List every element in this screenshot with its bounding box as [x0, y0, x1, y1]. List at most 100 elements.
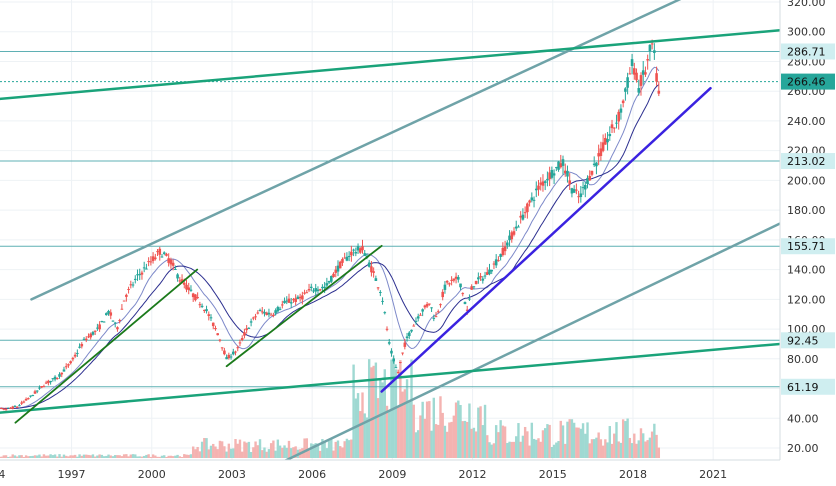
volume-bar	[303, 438, 306, 458]
volume-bar	[78, 454, 81, 458]
volume-bar	[630, 443, 634, 458]
volume-bar	[209, 445, 213, 458]
candle-body	[628, 73, 632, 75]
volume-bar	[457, 400, 460, 458]
candle-body	[461, 293, 465, 295]
price-labels: 286.71 266.46 213.02 155.71 92.45 61.19	[781, 43, 835, 395]
volume-bar	[91, 454, 95, 458]
volume-bar	[376, 398, 380, 458]
volume-bar	[588, 443, 591, 458]
volume-bar	[341, 447, 344, 458]
volume-bar	[595, 437, 598, 458]
x-tick-label: 2000	[138, 468, 166, 481]
volume-bar	[274, 450, 277, 458]
volume-bar	[581, 423, 585, 458]
candle-body	[341, 259, 344, 263]
volume-bar	[243, 441, 246, 458]
volume-bar	[606, 442, 609, 458]
candle-body	[637, 88, 641, 93]
volume-bar	[610, 443, 614, 458]
candle-body	[249, 321, 253, 323]
volume-bar	[122, 454, 126, 458]
volume-bar	[252, 447, 255, 458]
candle-body	[405, 336, 409, 339]
candle-body	[265, 312, 269, 315]
candle-body	[657, 90, 661, 94]
volume-bar	[283, 445, 286, 458]
volume-bar	[33, 455, 37, 458]
volume-bar	[597, 432, 600, 458]
volume-bar	[196, 446, 199, 458]
candle-body	[459, 283, 462, 288]
candle-body	[129, 284, 133, 286]
volume-bar	[249, 451, 253, 458]
candle-body	[367, 262, 371, 267]
candle-body	[604, 137, 607, 145]
candle-body	[243, 332, 246, 336]
volume-bar	[566, 421, 569, 458]
candle-body	[127, 288, 130, 290]
y-tick-label: 180.00	[787, 204, 826, 217]
candle-body	[60, 372, 64, 375]
volume-bar	[223, 446, 226, 458]
volume-bar	[543, 428, 547, 458]
candle-body	[644, 72, 647, 75]
candle-body	[78, 346, 81, 348]
volume-bar	[258, 439, 262, 458]
volume-bar	[412, 404, 415, 458]
candle-body	[9, 407, 12, 409]
y-tick-label: 80.00	[787, 353, 819, 366]
candle-body	[639, 75, 643, 86]
volume-bar	[15, 456, 19, 458]
volume-bar	[599, 439, 603, 458]
candle-body	[617, 111, 621, 122]
volume-bar	[428, 401, 431, 458]
candle-body	[133, 278, 137, 280]
candle-body	[292, 299, 295, 301]
candle-body	[503, 246, 507, 252]
candle-body	[272, 315, 275, 317]
candle-body	[51, 378, 55, 380]
y-tick-label: 120.00	[787, 293, 826, 306]
candle-body	[169, 259, 173, 265]
volume-bar	[481, 425, 485, 458]
candle-body	[330, 276, 333, 282]
candle-body	[403, 342, 407, 347]
candle-body	[58, 374, 61, 377]
time-axis-panel[interactable]	[0, 460, 836, 486]
volume-bar	[361, 392, 364, 458]
candle-body	[0, 408, 3, 410]
volume-bar	[657, 447, 661, 458]
candle-body	[216, 333, 219, 336]
candle-body	[234, 351, 237, 353]
trendline-long-term-support	[0, 342, 780, 414]
candle-body	[278, 308, 282, 310]
volume-bar	[615, 422, 618, 458]
volume-bar	[236, 443, 239, 458]
volume-bar	[461, 421, 464, 458]
candle-body	[641, 70, 645, 75]
candle-body	[53, 376, 57, 380]
volume-bar	[508, 441, 511, 458]
candle-body	[632, 68, 636, 75]
volume-bar	[254, 441, 257, 458]
volume-bar	[98, 454, 101, 458]
candle-body	[102, 321, 106, 323]
grid-layer	[0, 0, 780, 460]
volume-bar	[624, 421, 627, 458]
volume-bar	[628, 437, 632, 458]
volume-bar	[439, 396, 442, 458]
volume-bar	[408, 401, 411, 458]
volume-bar	[0, 456, 1, 458]
candle-body	[443, 284, 447, 290]
volume-bar	[145, 454, 148, 458]
volume-bar	[515, 436, 518, 458]
candle-body	[178, 280, 182, 282]
candle-body	[185, 284, 188, 290]
volume-bar	[354, 398, 358, 458]
volume-bar	[352, 364, 355, 458]
volume-bar	[167, 455, 170, 458]
candle-body	[421, 309, 424, 312]
